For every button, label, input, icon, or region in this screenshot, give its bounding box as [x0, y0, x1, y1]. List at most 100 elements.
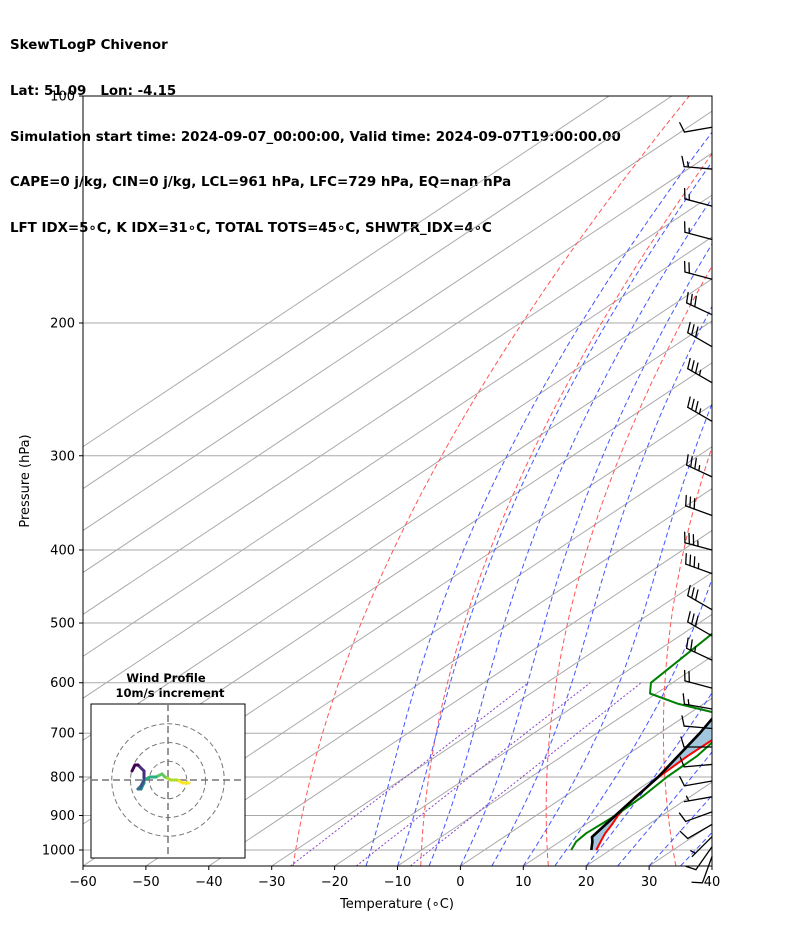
- isotherm-line: [523, 739, 712, 866]
- barb-flag: [685, 494, 687, 507]
- wind-barb: [690, 836, 713, 858]
- wind-barb: [687, 321, 713, 348]
- moist-adiabat-line: [397, 161, 712, 866]
- barb-flag: [694, 362, 699, 374]
- x-tick-label: 40: [704, 875, 721, 890]
- barb-shaft: [683, 763, 713, 768]
- dry-adiabat-line: [292, 96, 690, 866]
- barb-flag: [679, 775, 686, 787]
- wind-barbs: [678, 122, 713, 884]
- y-tick-label: 800: [50, 770, 75, 785]
- barb-flag: [685, 291, 689, 304]
- barb-flag: [685, 637, 689, 649]
- wind-barb: [683, 187, 713, 207]
- barb-half-flag: [690, 850, 697, 854]
- barb-half-flag: [686, 161, 690, 168]
- y-tick-label: 1000: [42, 844, 75, 859]
- barb-flag: [680, 736, 685, 748]
- wind-barb: [683, 669, 713, 689]
- barb-flag: [694, 457, 697, 470]
- wind-barb: [687, 584, 713, 611]
- x-tick-label: 20: [578, 875, 595, 890]
- barb-flag: [693, 556, 696, 568]
- barb-flag: [685, 553, 687, 565]
- barb-flag: [679, 830, 689, 840]
- barb-flag: [690, 360, 695, 372]
- barb-half-flag: [698, 369, 702, 377]
- x-tick-label: 0: [456, 875, 464, 890]
- y-axis-ticks: 1000 900 800 700 600 500 400 300 200 100: [42, 90, 83, 859]
- barb-shaft: [701, 855, 713, 884]
- barb-flag: [687, 611, 691, 623]
- barb-flag: [690, 613, 695, 625]
- x-axis-label: Temperature (∘C): [339, 897, 454, 912]
- hodograph-segment: [130, 763, 137, 773]
- wind-barb: [685, 291, 713, 316]
- x-tick-label: −30: [258, 875, 285, 890]
- isotherm-line: [83, 446, 712, 866]
- barb-flag: [687, 396, 691, 408]
- isotherm-line: [83, 96, 673, 490]
- wind-barb: [679, 122, 713, 133]
- barb-flag: [679, 756, 685, 768]
- wind-barb: [685, 454, 713, 478]
- moist-adiabat-line: [428, 197, 712, 866]
- mixing-ratio-line: [355, 682, 591, 866]
- barb-shaft: [683, 725, 713, 730]
- dewpoint-line: [570, 632, 712, 851]
- x-tick-label: −60: [69, 875, 96, 890]
- mixing-ratio-line: [290, 682, 529, 866]
- isotherm-line: [83, 152, 712, 574]
- wind-barb: [685, 637, 713, 661]
- barb-flag: [690, 324, 695, 336]
- wind-barb: [683, 531, 713, 551]
- barb-flag: [689, 554, 692, 567]
- y-tick-label: 200: [50, 316, 75, 331]
- barb-half-flag: [694, 646, 697, 653]
- barb-flag: [690, 587, 695, 599]
- isotherm-line: [334, 613, 712, 866]
- wind-barb: [679, 823, 713, 840]
- y-tick-label: 400: [50, 543, 75, 558]
- y-tick-label: 900: [50, 809, 75, 824]
- wind-barb: [681, 715, 713, 730]
- dry-adiabat-line: [420, 152, 712, 866]
- isotherm-line: [271, 571, 712, 866]
- barb-flag: [693, 497, 696, 510]
- dry-adiabat-line: [545, 265, 712, 866]
- hodograph-subtitle: 10m/s increment: [116, 686, 225, 700]
- indices-line-2: LFT IDX=5∘C, K IDX=31∘C, TOTAL TOTS=45∘C…: [10, 220, 492, 236]
- barb-flag: [687, 584, 691, 597]
- barb-flag: [690, 639, 693, 651]
- barb-half-flag: [687, 699, 690, 706]
- moist-adiabat-line: [459, 242, 712, 866]
- barb-flag: [682, 693, 686, 705]
- wind-barb: [685, 846, 713, 871]
- barb-flag: [694, 589, 699, 601]
- x-axis-ticks: −60 −50 −40 −30 −20 −10 0 10 20 30 40: [69, 866, 720, 890]
- barb-shaft: [683, 126, 713, 133]
- wind-barb: [681, 155, 713, 170]
- x-tick-label: −20: [321, 875, 348, 890]
- profile-lines: [570, 632, 712, 851]
- isotherm-line: [83, 96, 610, 448]
- barb-flag: [690, 398, 695, 411]
- location-line: Lat: 51.09 Lon: -4.15: [10, 84, 177, 99]
- background-grid: [83, 96, 712, 866]
- isotherm-line: [83, 194, 712, 616]
- wind-barb: [682, 693, 713, 710]
- barb-flag: [685, 454, 689, 466]
- hodograph-title: Wind Profile: [126, 671, 206, 685]
- wind-barb: [687, 611, 713, 637]
- barb-shaft: [695, 846, 713, 871]
- wind-barb: [678, 811, 713, 823]
- wind-barb: [685, 494, 713, 517]
- moist-adiabat-line: [585, 691, 712, 866]
- barb-flag: [681, 155, 685, 168]
- barb-flag: [687, 321, 691, 334]
- barb-flag: [694, 326, 699, 338]
- x-tick-label: −40: [195, 875, 222, 890]
- barb-flag: [679, 122, 686, 133]
- barb-flag: [694, 400, 699, 413]
